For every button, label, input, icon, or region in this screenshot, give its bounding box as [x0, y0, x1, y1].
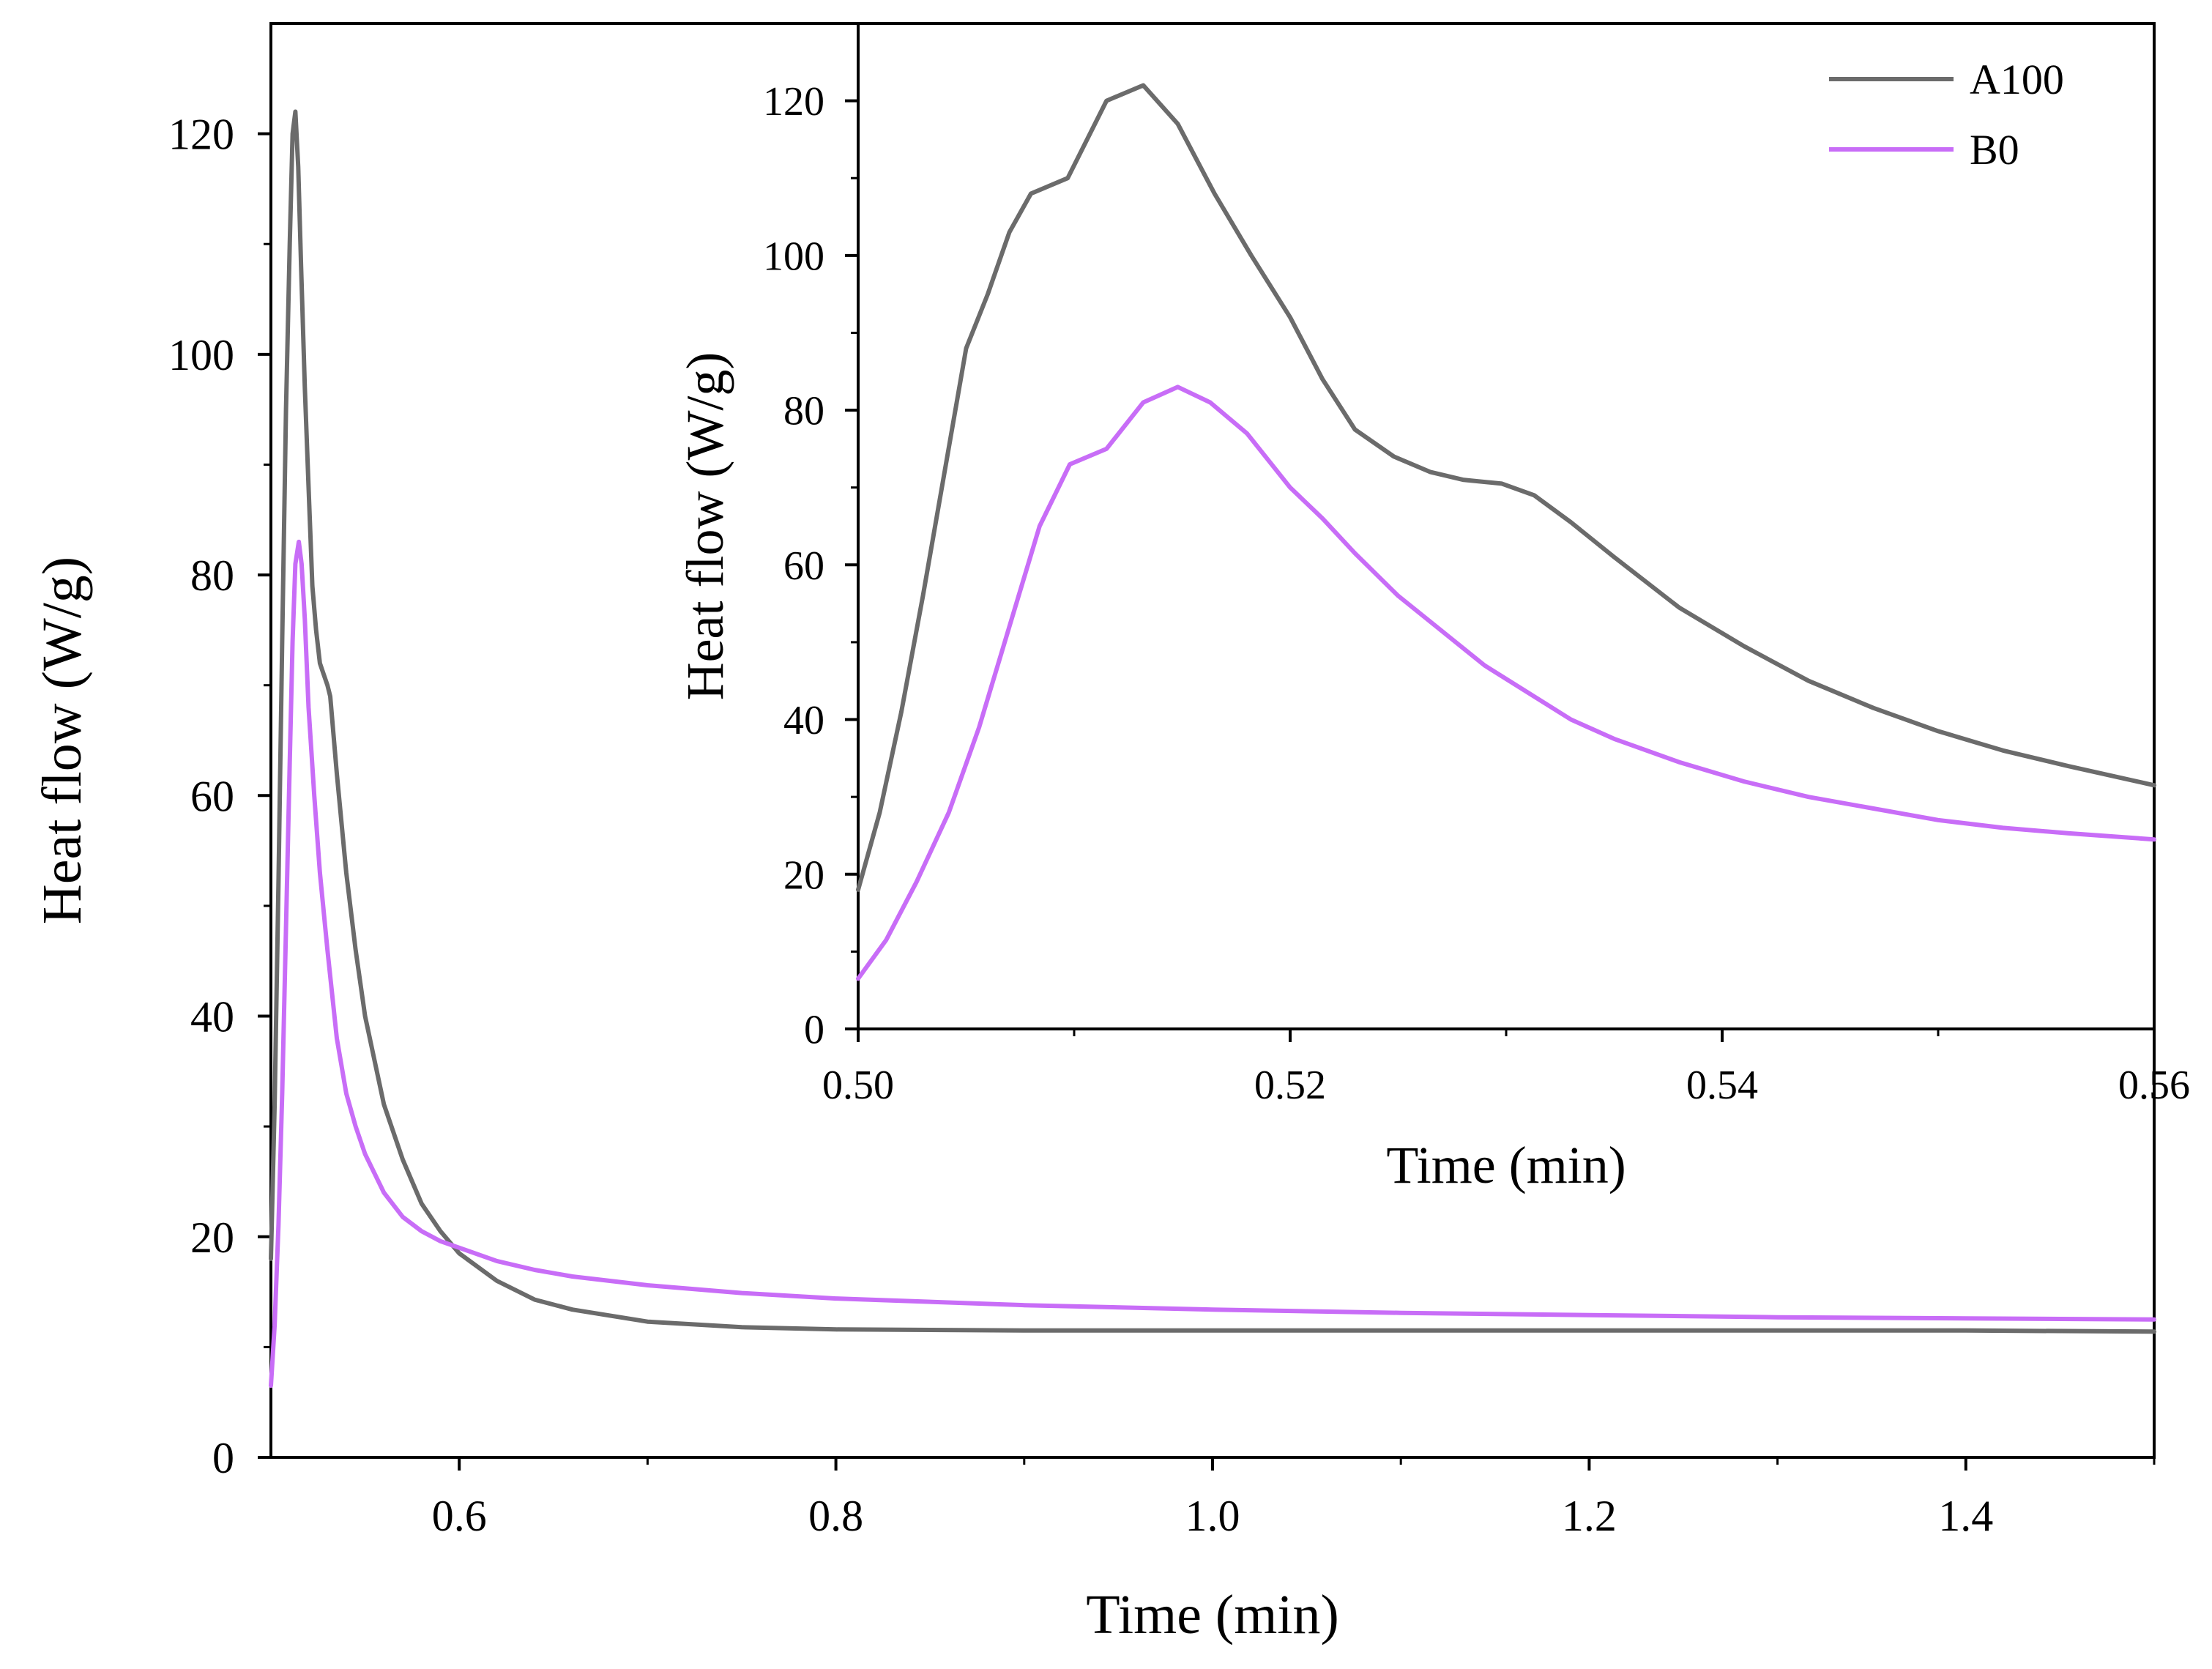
main-y-tick-label: 120: [168, 111, 234, 159]
inset-plot-frame: [857, 22, 2156, 1030]
main-y-tick-label: 0: [212, 1434, 234, 1482]
main-y-tick-label: 60: [190, 772, 234, 820]
main-y-axis-title: Heat flow (W/g): [31, 557, 93, 924]
inset-series-b0-line: [856, 384, 2156, 981]
main-x-tick-label: 0.6: [432, 1492, 487, 1540]
inset-x-tick-label: 0.56: [2118, 1063, 2190, 1108]
inset-y-tick-label: 60: [783, 543, 824, 589]
inset-y-tick-label: 40: [783, 698, 824, 743]
main-y-tick-label: 80: [190, 551, 234, 600]
inset-series-a100-line: [856, 83, 2156, 892]
main-series-b0-line: [269, 539, 2156, 1389]
main-y-tick-label: 20: [190, 1213, 234, 1262]
main-y-tick-label: 100: [168, 331, 234, 379]
main-x-tick-label: 0.8: [808, 1492, 863, 1540]
inset-y-tick-label: 80: [783, 389, 824, 434]
inset-x-tick-label: 0.52: [1254, 1063, 1326, 1108]
inset-y-axis-title: Heat flow (W/g): [676, 352, 734, 701]
inset-x-tick-label: 0.50: [822, 1063, 894, 1108]
inset-y-tick-label: 0: [804, 1008, 824, 1053]
main-x-tick-label: 1.2: [1562, 1492, 1617, 1540]
main-x-tick-label: 1.0: [1185, 1492, 1240, 1540]
main-x-axis-title: Time (min): [1086, 1584, 1339, 1646]
inset-x-tick-label: 0.54: [1686, 1063, 1758, 1108]
legend-label-b0: B0: [1970, 126, 2019, 174]
main-series-a100-line: [269, 109, 2156, 1334]
inset-y-tick-label: 120: [763, 79, 824, 124]
inset-y-tick-label: 100: [763, 234, 824, 279]
inset-y-tick-label: 20: [783, 852, 824, 898]
main-y-tick-label: 40: [190, 993, 234, 1041]
main-x-tick-label: 1.4: [1938, 1492, 1993, 1540]
inset-x-axis-title: Time (min): [1386, 1136, 1626, 1194]
legend-label-a100: A100: [1970, 56, 2064, 103]
